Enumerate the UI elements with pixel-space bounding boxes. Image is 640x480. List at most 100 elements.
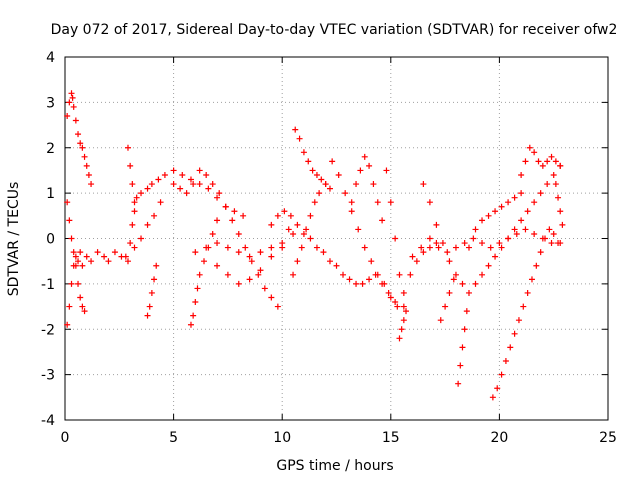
data-point (318, 176, 325, 183)
data-point (511, 330, 518, 337)
data-point (407, 271, 414, 278)
data-point (77, 249, 84, 256)
data-point (479, 271, 486, 278)
data-point (531, 199, 538, 206)
data-point (537, 249, 544, 256)
data-point (131, 199, 138, 206)
data-point (461, 240, 468, 247)
data-point (151, 212, 158, 219)
data-point (287, 212, 294, 219)
data-point (359, 280, 366, 287)
y-tick-label: 3 (46, 95, 55, 111)
x-tick-label: 10 (273, 430, 291, 446)
data-point (179, 171, 186, 178)
data-point (409, 253, 416, 260)
data-point (437, 317, 444, 324)
data-point (485, 262, 492, 269)
data-point (279, 244, 286, 251)
data-point (552, 158, 559, 165)
data-point (465, 289, 472, 296)
data-point (542, 235, 549, 242)
data-point (290, 271, 297, 278)
data-point (418, 244, 425, 251)
data-point (548, 240, 555, 247)
data-point (487, 244, 494, 251)
data-point (201, 258, 208, 265)
data-point (303, 226, 310, 233)
data-point (479, 217, 486, 224)
data-point (439, 240, 446, 247)
y-tick-label: 2 (46, 141, 55, 157)
data-point (268, 294, 275, 301)
grid-lines (65, 57, 608, 420)
data-point (403, 308, 410, 315)
data-point (518, 217, 525, 224)
data-point (79, 262, 86, 269)
series-s25 (552, 181, 566, 228)
data-point (300, 149, 307, 156)
data-point (190, 181, 197, 188)
data-point (268, 244, 275, 251)
data-point (392, 235, 399, 242)
data-point (177, 185, 184, 192)
data-point (231, 208, 238, 215)
data-point (66, 303, 73, 310)
data-point (285, 226, 292, 233)
data-point (205, 185, 212, 192)
data-point (81, 153, 88, 160)
data-point (396, 335, 403, 342)
data-point (435, 244, 442, 251)
data-point (246, 253, 253, 260)
data-point (531, 149, 538, 156)
data-point (353, 280, 360, 287)
data-point (366, 162, 373, 169)
data-point (248, 258, 255, 265)
data-point (129, 181, 136, 188)
y-tick-label: 1 (46, 186, 55, 202)
data-point (537, 190, 544, 197)
data-point (342, 190, 349, 197)
data-point (433, 221, 440, 228)
data-point (300, 230, 307, 237)
data-point (85, 171, 92, 178)
data-points (64, 90, 566, 401)
data-point (520, 303, 527, 310)
data-point (79, 303, 86, 310)
data-point (544, 158, 551, 165)
series-s20 (437, 276, 457, 324)
data-point (187, 176, 194, 183)
data-point (455, 380, 462, 387)
data-point (124, 258, 131, 265)
data-point (148, 181, 155, 188)
data-point (555, 240, 562, 247)
data-point (307, 212, 314, 219)
data-point (426, 244, 433, 251)
data-point (505, 235, 512, 242)
data-point (539, 162, 546, 169)
data-point (320, 249, 327, 256)
data-point (494, 385, 501, 392)
data-point (224, 244, 231, 251)
data-point (274, 303, 281, 310)
series-s11 (268, 208, 399, 306)
data-point (88, 258, 95, 265)
series-s1 (64, 90, 95, 188)
data-point (550, 171, 557, 178)
data-point (496, 240, 503, 247)
data-point (81, 308, 88, 315)
data-point (64, 112, 71, 119)
data-point (129, 221, 136, 228)
data-point (153, 262, 160, 269)
data-point (298, 244, 305, 251)
y-tick-label: 4 (46, 50, 55, 66)
series-s17 (396, 308, 410, 342)
data-point (518, 190, 525, 197)
data-point (394, 303, 401, 310)
data-point (463, 308, 470, 315)
data-point (72, 253, 79, 260)
data-point (442, 303, 449, 310)
x-tick-label: 0 (61, 430, 70, 446)
data-point (127, 240, 134, 247)
data-point (155, 176, 162, 183)
